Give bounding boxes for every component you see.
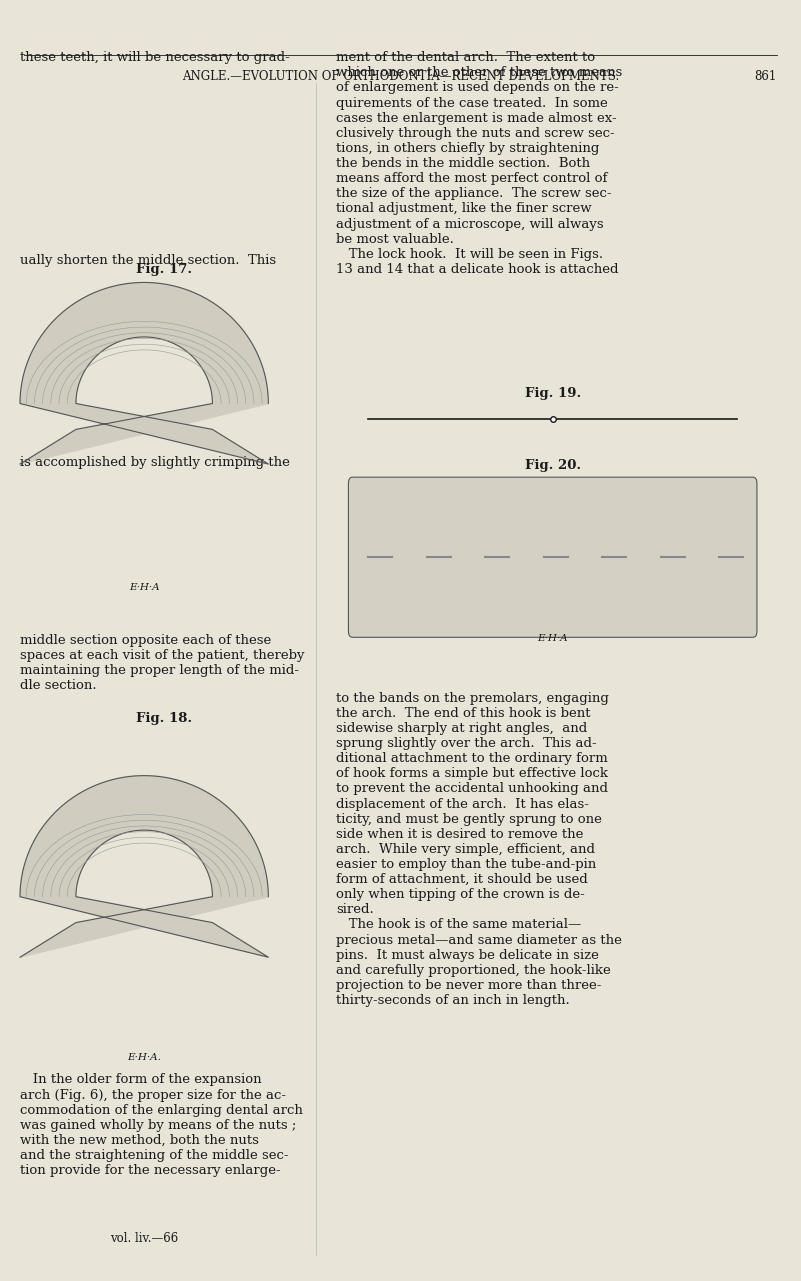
Text: projection to be never more than three-: projection to be never more than three-	[336, 979, 602, 991]
Polygon shape	[20, 776, 268, 957]
Text: of enlargement is used depends on the re-: of enlargement is used depends on the re…	[336, 82, 619, 95]
Text: ticity, and must be gently sprung to one: ticity, and must be gently sprung to one	[336, 812, 602, 826]
Text: tion provide for the necessary enlarge-: tion provide for the necessary enlarge-	[20, 1164, 280, 1177]
Text: maintaining the proper length of the mid-: maintaining the proper length of the mid…	[20, 665, 299, 678]
Text: commodation of the enlarging dental arch: commodation of the enlarging dental arch	[20, 1104, 303, 1117]
Text: precious metal—and same diameter as the: precious metal—and same diameter as the	[336, 934, 622, 947]
Text: dle section.: dle section.	[20, 679, 97, 693]
Text: ually shorten the middle section.  This: ually shorten the middle section. This	[20, 254, 276, 266]
Text: Fig. 17.: Fig. 17.	[136, 263, 192, 275]
Text: E·H·A: E·H·A	[129, 583, 159, 592]
Text: sprung slightly over the arch.  This ad-: sprung slightly over the arch. This ad-	[336, 737, 597, 751]
Text: Fig. 19.: Fig. 19.	[525, 387, 581, 400]
Text: Fig. 20.: Fig. 20.	[525, 459, 581, 471]
Text: tional adjustment, like the finer screw: tional adjustment, like the finer screw	[336, 202, 592, 215]
Text: cases the enlargement is made almost ex-: cases the enlargement is made almost ex-	[336, 111, 617, 124]
Text: means afford the most perfect control of: means afford the most perfect control of	[336, 172, 608, 186]
Text: 13 and 14 that a delicate hook is attached: 13 and 14 that a delicate hook is attach…	[336, 263, 619, 275]
Text: was gained wholly by means of the nuts ;: was gained wholly by means of the nuts ;	[20, 1118, 296, 1132]
Text: ANGLE.—EVOLUTION OF ORTHODONTIA—RECENT DEVELOPMENTS.: ANGLE.—EVOLUTION OF ORTHODONTIA—RECENT D…	[182, 70, 619, 83]
Text: In the older form of the expansion: In the older form of the expansion	[20, 1073, 262, 1086]
Text: 861: 861	[755, 70, 777, 83]
Text: ditional attachment to the ordinary form: ditional attachment to the ordinary form	[336, 752, 608, 765]
Text: these teeth, it will be necessary to grad-: these teeth, it will be necessary to gra…	[20, 51, 290, 64]
Text: spaces at each visit of the patient, thereby: spaces at each visit of the patient, the…	[20, 649, 304, 662]
Text: to the bands on the premolars, engaging: to the bands on the premolars, engaging	[336, 692, 610, 705]
Text: Fig. 18.: Fig. 18.	[136, 712, 192, 725]
Text: The lock hook.  It will be seen in Figs.: The lock hook. It will be seen in Figs.	[336, 247, 603, 261]
Text: thirty-seconds of an inch in length.: thirty-seconds of an inch in length.	[336, 994, 570, 1007]
Text: which one or the other of these two means: which one or the other of these two mean…	[336, 67, 622, 79]
Text: form of attachment, it should be used: form of attachment, it should be used	[336, 874, 588, 886]
Text: to prevent the accidental unhooking and: to prevent the accidental unhooking and	[336, 783, 609, 796]
Text: easier to employ than the tube-and-pin: easier to employ than the tube-and-pin	[336, 858, 597, 871]
Text: quirements of the case treated.  In some: quirements of the case treated. In some	[336, 96, 608, 110]
Text: the arch.  The end of this hook is bent: the arch. The end of this hook is bent	[336, 707, 591, 720]
Text: arch (Fig. 6), the proper size for the ac-: arch (Fig. 6), the proper size for the a…	[20, 1089, 286, 1102]
Text: side when it is desired to remove the: side when it is desired to remove the	[336, 828, 584, 840]
Text: tions, in others chiefly by straightening: tions, in others chiefly by straightenin…	[336, 142, 600, 155]
Polygon shape	[20, 283, 268, 464]
Text: The hook is of the same material—: The hook is of the same material—	[336, 918, 582, 931]
Text: of hook forms a simple but effective lock: of hook forms a simple but effective loc…	[336, 767, 609, 780]
Text: the bends in the middle section.  Both: the bends in the middle section. Both	[336, 158, 590, 170]
Text: adjustment of a microscope, will always: adjustment of a microscope, will always	[336, 218, 604, 231]
FancyBboxPatch shape	[348, 478, 757, 638]
Text: middle section opposite each of these: middle section opposite each of these	[20, 634, 272, 647]
Text: ment of the dental arch.  The extent to: ment of the dental arch. The extent to	[336, 51, 596, 64]
Text: displacement of the arch.  It has elas-: displacement of the arch. It has elas-	[336, 798, 590, 811]
Text: is accomplished by slightly crimping the: is accomplished by slightly crimping the	[20, 456, 290, 469]
Text: sidewise sharply at right angles,  and: sidewise sharply at right angles, and	[336, 722, 588, 735]
Text: arch.  While very simple, efficient, and: arch. While very simple, efficient, and	[336, 843, 595, 856]
Text: E·H·A.: E·H·A.	[127, 1053, 161, 1062]
Text: clusively through the nuts and screw sec-: clusively through the nuts and screw sec…	[336, 127, 615, 140]
Text: sired.: sired.	[336, 903, 374, 916]
Text: and the straightening of the middle sec-: and the straightening of the middle sec-	[20, 1149, 288, 1162]
Text: vol. liv.—66: vol. liv.—66	[110, 1232, 179, 1245]
Text: pins.  It must always be delicate in size: pins. It must always be delicate in size	[336, 949, 599, 962]
Text: only when tipping of the crown is de-: only when tipping of the crown is de-	[336, 888, 586, 902]
Text: E·H·A: E·H·A	[537, 634, 568, 643]
Text: the size of the appliance.  The screw sec-: the size of the appliance. The screw sec…	[336, 187, 612, 200]
Text: and carefully proportioned, the hook-like: and carefully proportioned, the hook-lik…	[336, 963, 611, 977]
Text: be most valuable.: be most valuable.	[336, 233, 454, 246]
Text: with the new method, both the nuts: with the new method, both the nuts	[20, 1134, 259, 1146]
